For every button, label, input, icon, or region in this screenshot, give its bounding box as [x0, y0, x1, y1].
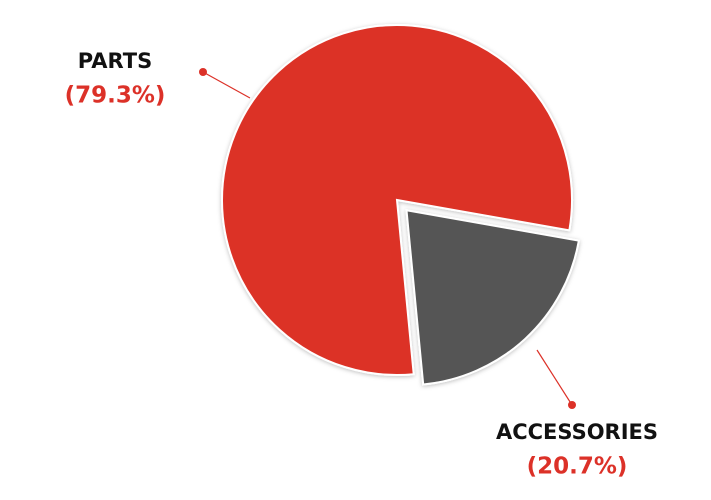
- leader-line: [202, 71, 251, 99]
- slice-label: PARTS: [78, 49, 152, 73]
- slice-value-label: (20.7%): [527, 454, 628, 480]
- leader-line: [536, 349, 573, 406]
- leader-dot: [199, 68, 207, 76]
- leader-dot: [568, 401, 576, 409]
- pie-slice: [405, 209, 581, 386]
- pie-slice: [221, 24, 573, 376]
- slice-value-label: (79.3%): [65, 83, 166, 109]
- slice-label: ACCESSORIES: [496, 420, 658, 444]
